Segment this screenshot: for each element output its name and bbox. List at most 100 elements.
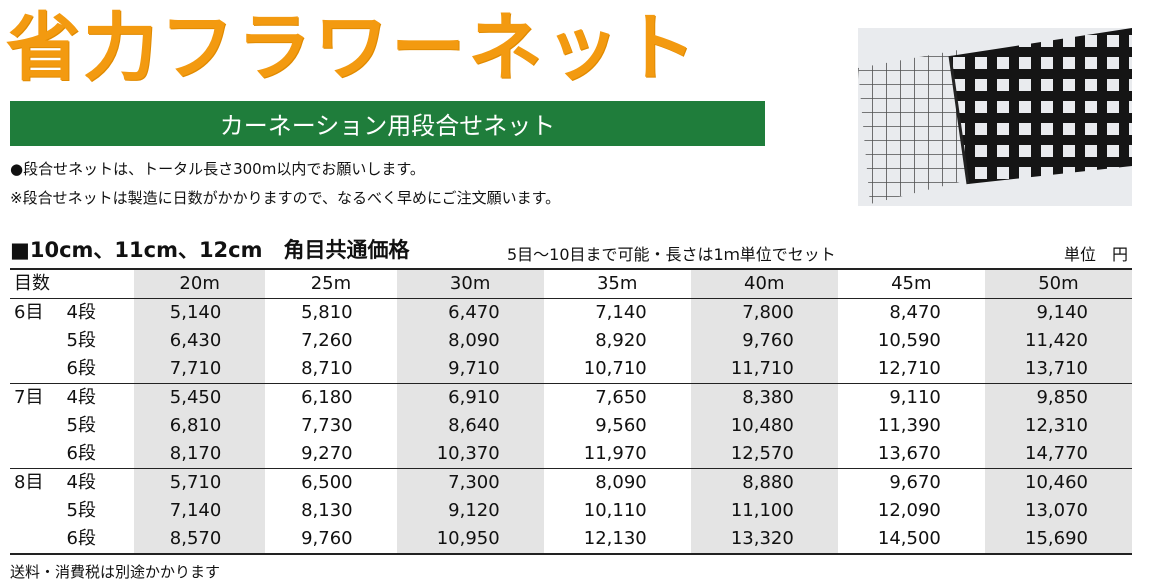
tier-count-label: 6段 xyxy=(66,358,96,379)
table-header-row: 目数 20m 25m 30m 35m 40m 45m 50m xyxy=(10,269,1132,299)
price-cell: 11,710 xyxy=(690,355,838,384)
price-cell: 7,730 xyxy=(301,415,353,436)
column-header-length: 50m xyxy=(984,269,1132,299)
price-cell: 7,300 xyxy=(396,468,544,497)
price-cell: 8,640 xyxy=(396,412,544,440)
price-cell: 11,390 xyxy=(877,415,941,436)
column-header-mesh: 目数 xyxy=(10,269,134,299)
table-row: 6段 8,570 9,760 10,950 12,130 13,320 14,500 15,6… xyxy=(10,525,1132,554)
table-row: 6段 8,170 9,270 10,370 11,970 12,570 13,670 14,7… xyxy=(10,440,1132,469)
table-row: 5段 7,140 8,130 9,120 10,110 11,100 12,090 13,07… xyxy=(10,497,1132,525)
footer-note: 送料・消費税は別途かかります xyxy=(10,563,221,581)
tier-count-label: 4段 xyxy=(66,472,96,493)
price-table: 目数 20m 25m 30m 35m 40m 45m 50m 6目 4段 5,140… xyxy=(10,268,1132,555)
price-cell: 5,140 xyxy=(134,298,266,327)
row-label: 8目 4段 xyxy=(10,469,134,498)
price-cell: 14,770 xyxy=(984,440,1132,469)
price-cell: 8,090 xyxy=(396,327,544,355)
tier-count-label: 4段 xyxy=(66,302,96,323)
row-label: 5段 xyxy=(10,327,134,355)
price-cell: 12,570 xyxy=(690,440,838,469)
price-cell: 14,500 xyxy=(877,528,941,549)
subtitle-text: カーネーション用段合せネット xyxy=(219,112,556,140)
subtitle-banner: カーネーション用段合せネット xyxy=(10,101,765,146)
price-cell: 10,950 xyxy=(396,525,544,554)
price-cell: 9,270 xyxy=(265,440,397,469)
price-cell: 8,170 xyxy=(134,440,266,469)
price-cell: 10,370 xyxy=(396,440,544,469)
column-header-length: 25m xyxy=(265,269,397,299)
price-cell: 9,120 xyxy=(396,497,544,525)
price-cell: 7,140 xyxy=(595,302,647,323)
price-cell: 7,650 xyxy=(595,387,647,408)
tier-count-label: 4段 xyxy=(66,387,96,408)
price-cell: 9,760 xyxy=(301,528,353,549)
price-cell: 13,320 xyxy=(690,525,838,554)
flower-net-illustration xyxy=(858,28,1132,204)
mesh-count-label: 7目 xyxy=(14,387,44,408)
price-cell: 8,090 xyxy=(595,472,647,493)
price-cell: 7,260 xyxy=(301,330,353,351)
table-row: 8目 4段 5,710 6,500 7,300 8,090 8,880 9,670 10,460 xyxy=(10,468,1132,498)
price-cell: 8,710 xyxy=(265,355,397,384)
price-cell: 6,430 xyxy=(134,327,266,355)
price-cell: 9,850 xyxy=(984,383,1132,412)
note-total-length: ●段合せネットは、トータル長さ300m以内でお願いします。 xyxy=(10,160,425,178)
price-cell: 12,310 xyxy=(984,412,1132,440)
unit-label: 単位 円 xyxy=(1064,245,1129,264)
column-header-length: 35m xyxy=(543,269,691,299)
price-cell: 12,130 xyxy=(583,528,647,549)
price-cell: 10,460 xyxy=(984,468,1132,497)
price-cell: 6,470 xyxy=(396,298,544,327)
note-order-early: ※段合せネットは製造に日数がかかりますので、なるべく早めにご注文願います。 xyxy=(10,189,561,207)
price-cell: 10,480 xyxy=(690,412,838,440)
row-label: 6段 xyxy=(10,355,134,384)
price-cell: 8,470 xyxy=(889,302,941,323)
price-cell: 7,710 xyxy=(134,355,266,384)
price-cell: 8,880 xyxy=(690,468,838,497)
price-cell: 10,710 xyxy=(543,355,691,384)
price-cell: 9,560 xyxy=(595,415,647,436)
price-cell: 7,800 xyxy=(690,298,838,327)
price-cell: 10,590 xyxy=(877,330,941,351)
row-label: 7目 4段 xyxy=(10,384,134,413)
price-cell: 9,140 xyxy=(984,298,1132,327)
column-header-length: 20m xyxy=(134,269,266,299)
table-row: 7目 4段 5,450 6,180 6,910 7,650 8,380 9,110 9,850 xyxy=(10,383,1132,413)
price-cell: 6,180 xyxy=(301,387,353,408)
price-cell: 9,110 xyxy=(889,387,941,408)
price-cell: 9,670 xyxy=(889,472,941,493)
table-heading: ■10cm、11cm、12cm 角目共通価格 xyxy=(10,238,410,262)
tier-count-label: 5段 xyxy=(66,500,96,521)
price-cell: 11,100 xyxy=(690,497,838,525)
price-cell: 7,140 xyxy=(134,497,266,525)
price-cell: 5,710 xyxy=(134,468,266,497)
price-cell: 13,710 xyxy=(984,355,1132,384)
mesh-count-label: 8目 xyxy=(14,472,44,493)
price-cell: 8,130 xyxy=(301,500,353,521)
price-cell: 6,910 xyxy=(396,383,544,412)
tier-count-label: 6段 xyxy=(66,528,96,549)
row-label: 5段 xyxy=(10,497,134,525)
price-cell: 12,710 xyxy=(837,355,985,384)
table-row: 6目 4段 5,140 5,810 6,470 7,140 7,800 8,470 9,140 xyxy=(10,298,1132,328)
row-label: 6段 xyxy=(10,525,134,554)
price-cell: 6,500 xyxy=(301,472,353,493)
price-cell: 13,670 xyxy=(837,440,985,469)
price-cell: 12,090 xyxy=(877,500,941,521)
price-cell: 5,810 xyxy=(301,302,353,323)
column-header-length: 40m xyxy=(690,269,838,299)
mesh-count-label: 6目 xyxy=(14,302,44,323)
row-label: 6目 4段 xyxy=(10,299,134,328)
price-cell: 11,970 xyxy=(543,440,691,469)
tier-count-label: 6段 xyxy=(66,443,96,464)
table-row: 6段 7,710 8,710 9,710 10,710 11,710 12,710 13,71… xyxy=(10,355,1132,384)
table-row: 5段 6,430 7,260 8,090 8,920 9,760 10,590 11,420 xyxy=(10,327,1132,355)
flower-net-photo xyxy=(858,28,1132,206)
price-cell: 6,810 xyxy=(134,412,266,440)
tier-count-label: 5段 xyxy=(66,330,96,351)
table-row: 5段 6,810 7,730 8,640 9,560 10,480 11,390 12,310 xyxy=(10,412,1132,440)
price-cell: 8,920 xyxy=(595,330,647,351)
page-title: 省力フラワーネット xyxy=(6,5,699,91)
row-label: 5段 xyxy=(10,412,134,440)
